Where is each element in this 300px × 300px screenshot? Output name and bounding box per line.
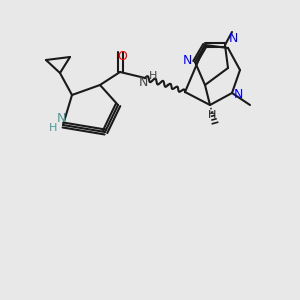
- Text: N: N: [56, 112, 66, 124]
- Text: H: H: [208, 110, 216, 120]
- Text: N: N: [138, 76, 148, 89]
- Text: H: H: [149, 71, 158, 81]
- Text: O: O: [117, 50, 127, 62]
- Text: N: N: [228, 32, 238, 46]
- Text: N: N: [233, 88, 243, 101]
- Text: H: H: [49, 123, 57, 133]
- Text: N: N: [182, 53, 192, 67]
